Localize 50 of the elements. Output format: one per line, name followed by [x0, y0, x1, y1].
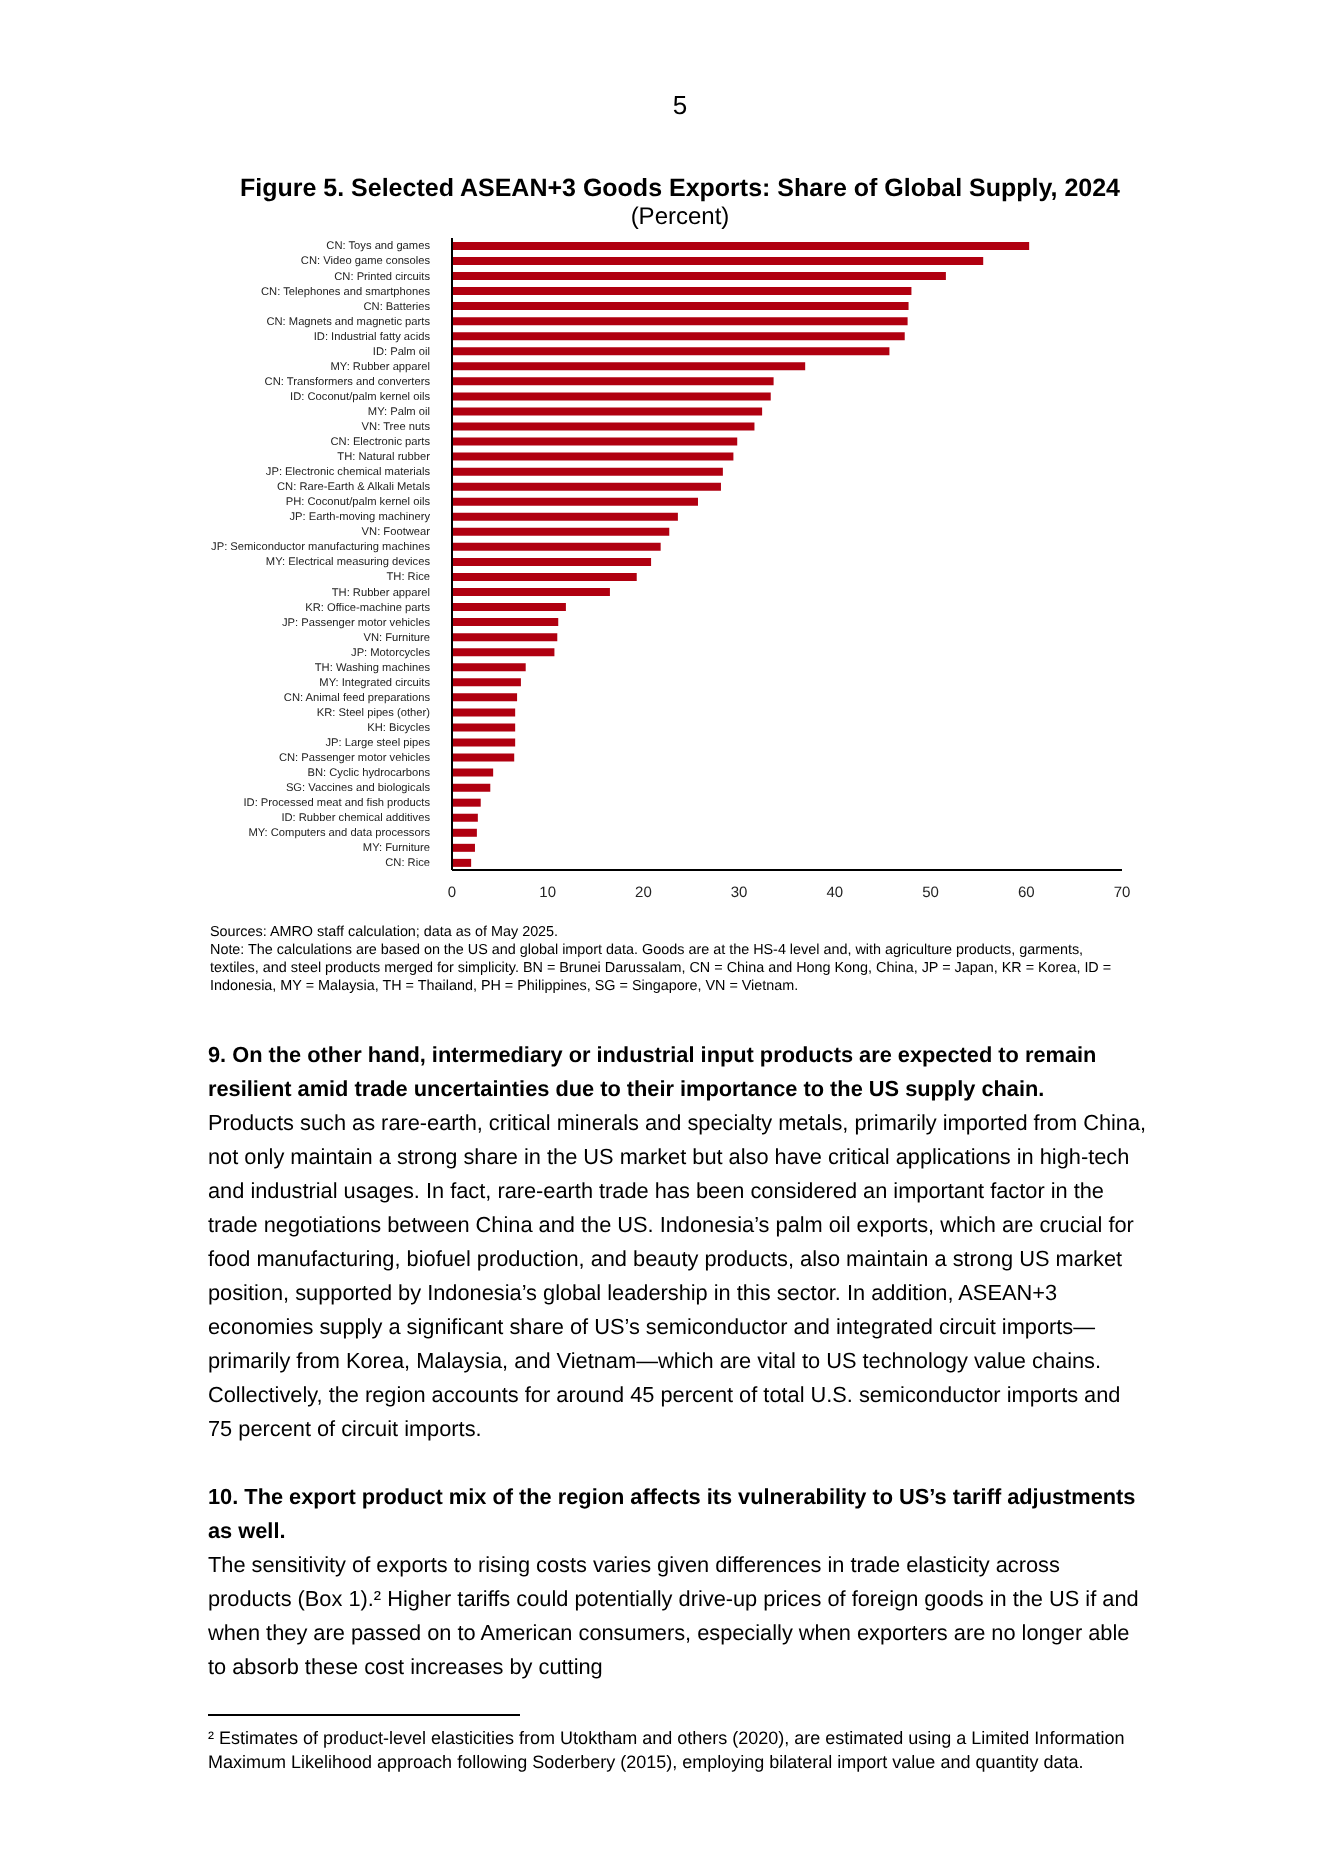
bar	[452, 572, 637, 581]
bar	[452, 497, 698, 506]
text: 9. On the other hand, intermediary or industrial input products are expected to remain resilient amid trade uncertainties due to their importance to the US supply chain.	[208, 1042, 1099, 1106]
bar	[452, 858, 472, 867]
text: ² Estimates of product-level elasticities from Utoktham and others (2020), are estimated using a Limited Information Maximum Likelihood approach following Soderbery (2015), employing bilateral import value and quantity data.	[208, 1728, 1127, 1774]
bar	[452, 618, 559, 627]
bar	[452, 392, 771, 401]
bar	[452, 783, 491, 792]
bar	[452, 437, 738, 446]
chart-subtitle: (Percent)	[628, 202, 732, 230]
bar	[452, 723, 516, 732]
bar	[452, 768, 494, 777]
bar	[452, 302, 909, 311]
bar	[452, 241, 1030, 250]
bar	[452, 512, 678, 521]
bar	[452, 663, 526, 672]
bar	[452, 588, 610, 597]
bar	[452, 557, 652, 566]
bar	[452, 407, 763, 416]
bar	[452, 648, 555, 657]
bar	[452, 377, 774, 386]
bar	[452, 287, 912, 296]
bar	[452, 542, 661, 551]
bar	[452, 738, 516, 747]
bar	[452, 467, 723, 476]
bar	[452, 527, 670, 536]
bar	[452, 317, 908, 326]
bar	[452, 332, 905, 341]
bar	[452, 452, 734, 461]
bar	[452, 753, 515, 762]
text: 10. The export product mix of the region affects its vulnerability to US’s tariff adjustments as well.	[208, 1484, 1138, 1548]
bar	[452, 813, 478, 822]
bar	[452, 482, 721, 491]
bar	[452, 798, 481, 807]
bar	[452, 633, 558, 642]
bar	[452, 362, 806, 371]
bar	[452, 843, 475, 852]
bar	[452, 828, 477, 837]
bar	[452, 603, 566, 612]
text: The sensitivity of exports to rising costs varies given differences in trade elasticity across products (Box 1).² Higher tariffs could potentially drive-up prices of foreign goods in the US if and when they are passed on to American consumers, especially when exporters are no longer able to absorb these cost increases by cutting	[208, 1552, 1141, 1684]
text: 5	[670, 90, 690, 120]
bar	[452, 693, 518, 702]
bar	[452, 708, 516, 717]
bar	[452, 256, 984, 265]
bar	[452, 422, 755, 431]
bar	[452, 272, 946, 281]
text: Products such as rare-earth, critical minerals and specialty metals, primarily imported from China, not only maintain a strong share in the US market but also have critical applications in high-tech and industrial usages. In fact, rare-earth trade has been considered an important factor in the trade negotiations between China and the US. Indonesia’s palm oil exports, which are crucial for food manufacturing, biofuel production, and beauty products, also maintain a strong US market position, supported by Indonesia’s global leadership in this sector. In addition, ASEAN+3 economies supply a significant share of US’s semiconductor and integrated circuit imports—primarily from Korea, Malaysia, and Vietnam—which are vital to US technology value chains. Collectively, the region accounts for around 45 percent of total U.S. semiconductor imports and 75 percent of circuit imports.	[208, 1112, 1147, 1442]
chart-title: Figure 5. Selected ASEAN+3 Goods Exports: Share of Global Supply, 2024	[237, 174, 1123, 202]
bar	[452, 678, 521, 687]
bar	[452, 347, 890, 356]
